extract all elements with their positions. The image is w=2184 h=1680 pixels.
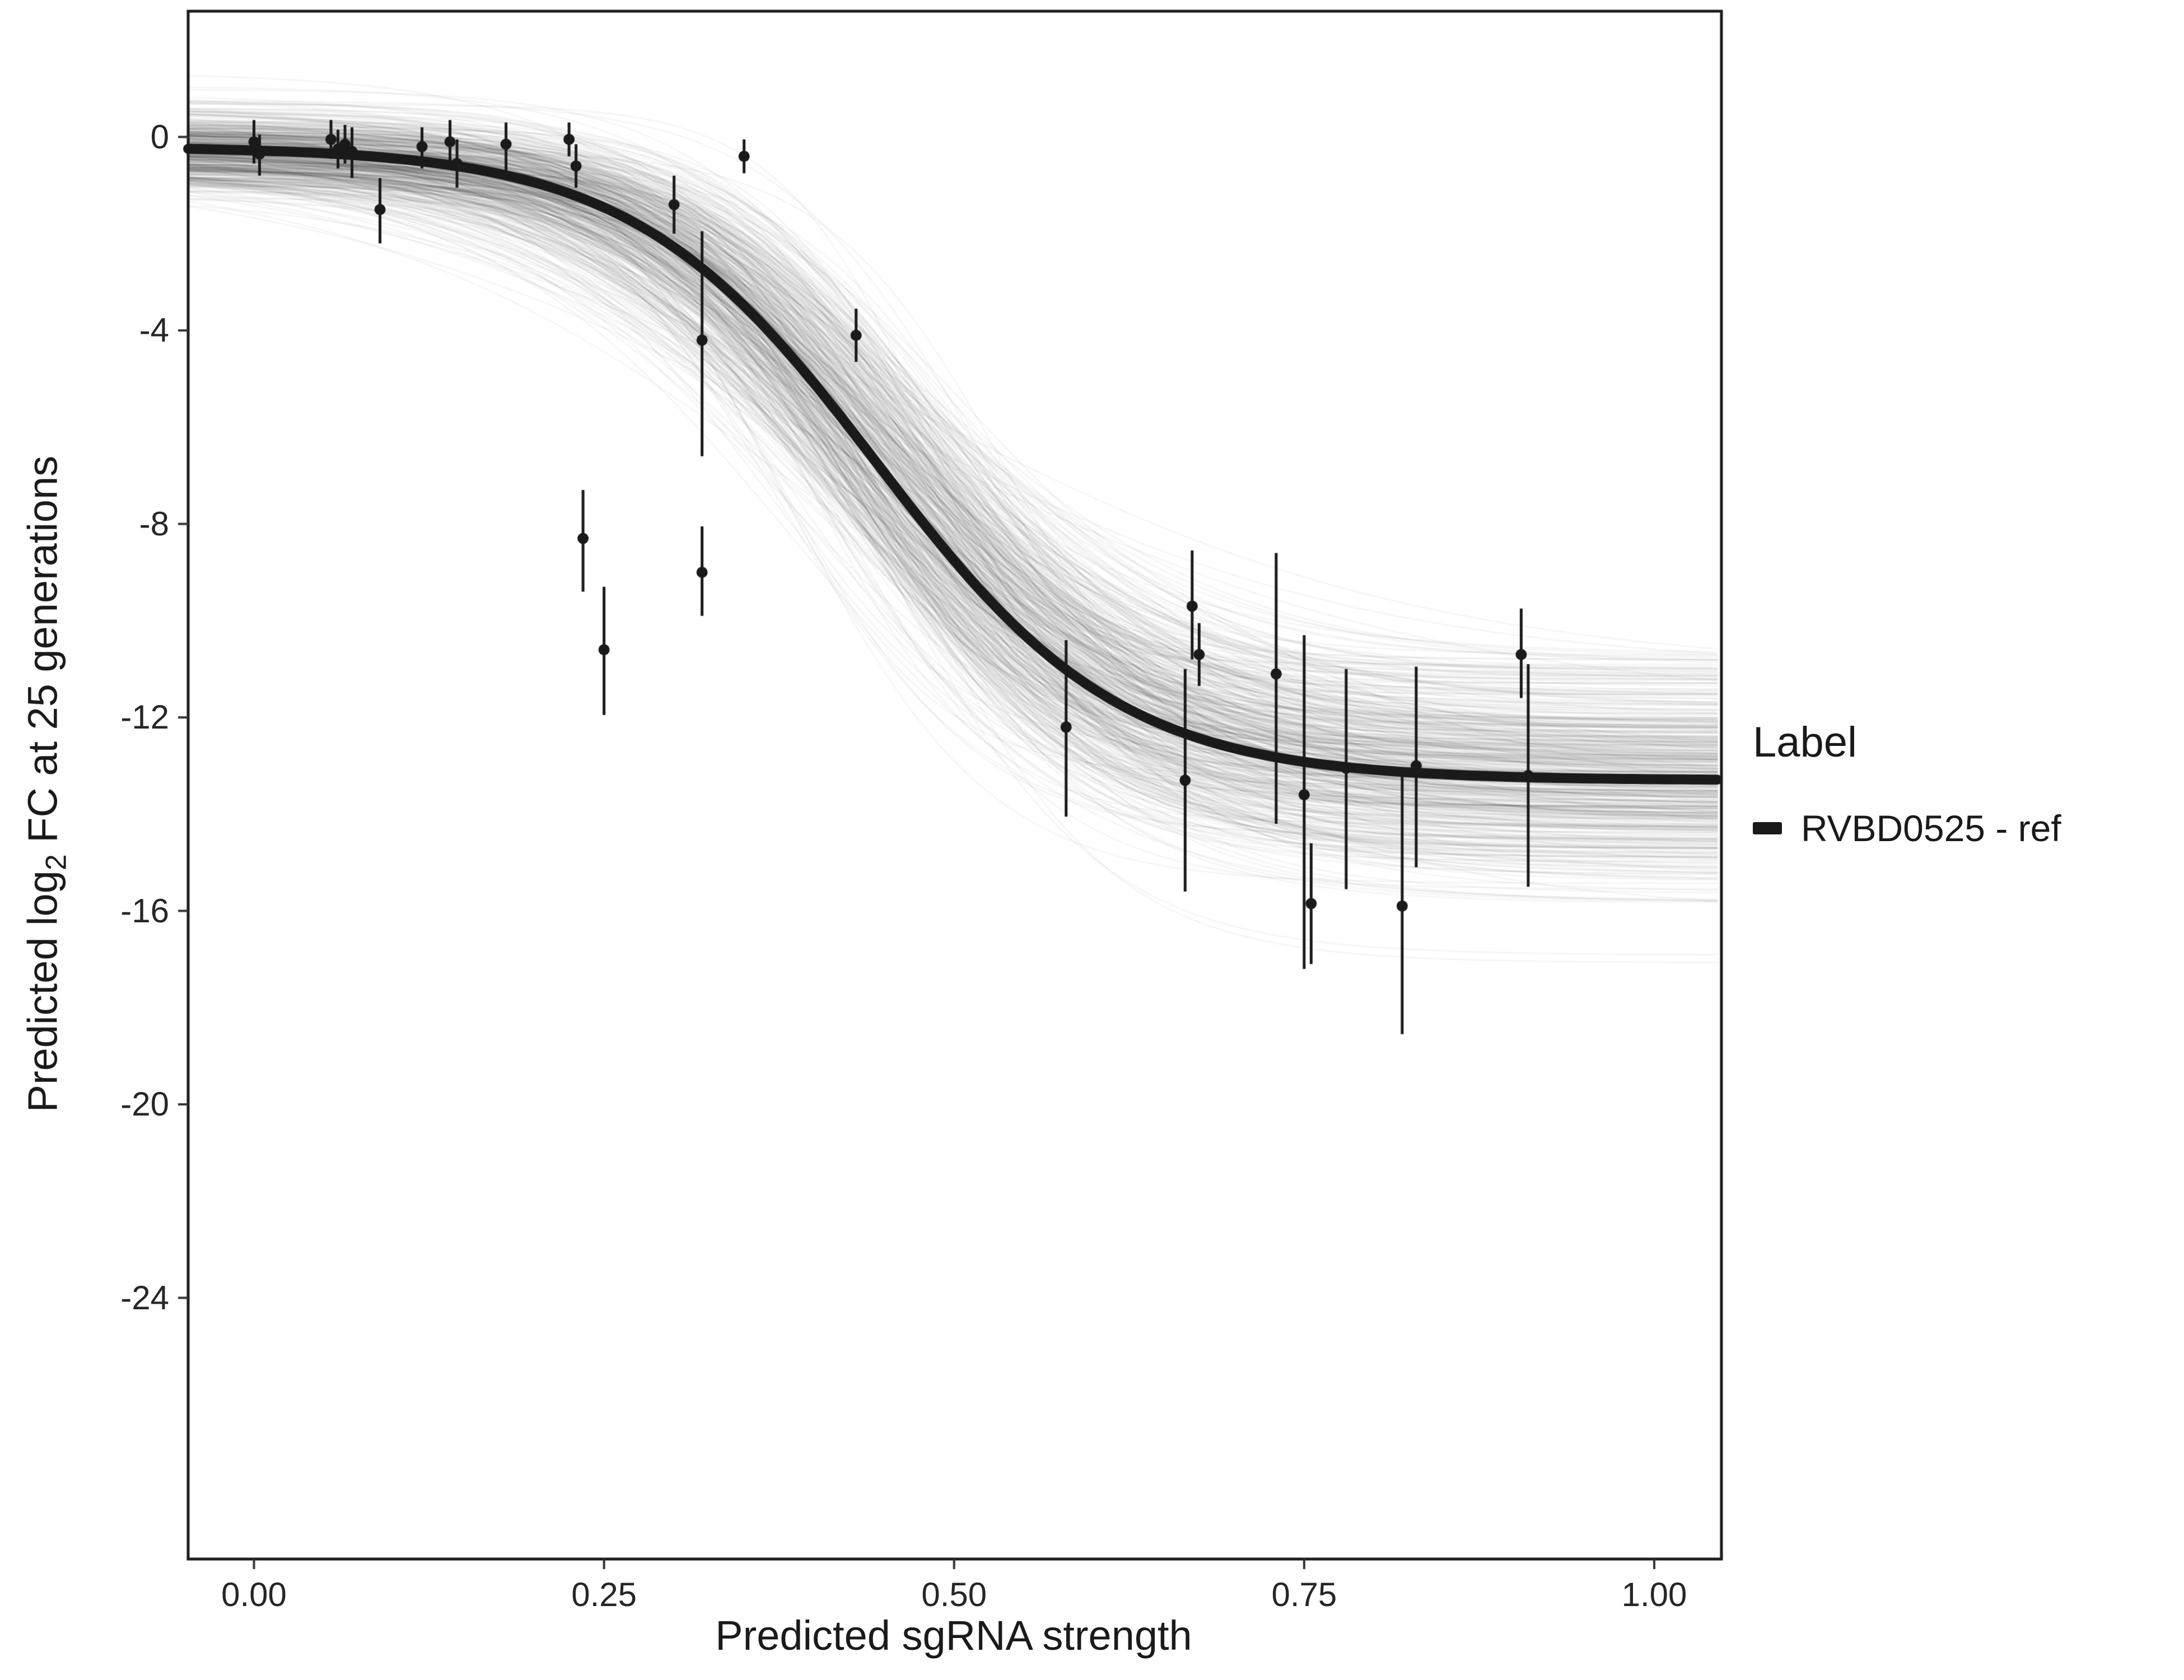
- legend-entry: RVBD0525 - ref: [1753, 807, 2061, 850]
- y-axis-title-prefix: Predicted log: [19, 870, 66, 1113]
- legend-title: Label: [1753, 718, 1857, 766]
- y-axis-title-subscript: 2: [40, 854, 73, 871]
- legend-key-line: [1753, 822, 1782, 834]
- x-axis-title: Predicted sgRNA strength: [715, 1612, 1192, 1659]
- legend-entry-label: RVBD0525 - ref: [1801, 808, 2061, 849]
- y-axis-title-suffix: FC at 25 generations: [19, 455, 66, 855]
- legend: Label RVBD0525 - ref: [1753, 718, 2061, 850]
- y-axis-title: Predicted log2 FC at 25 generations: [19, 456, 73, 1113]
